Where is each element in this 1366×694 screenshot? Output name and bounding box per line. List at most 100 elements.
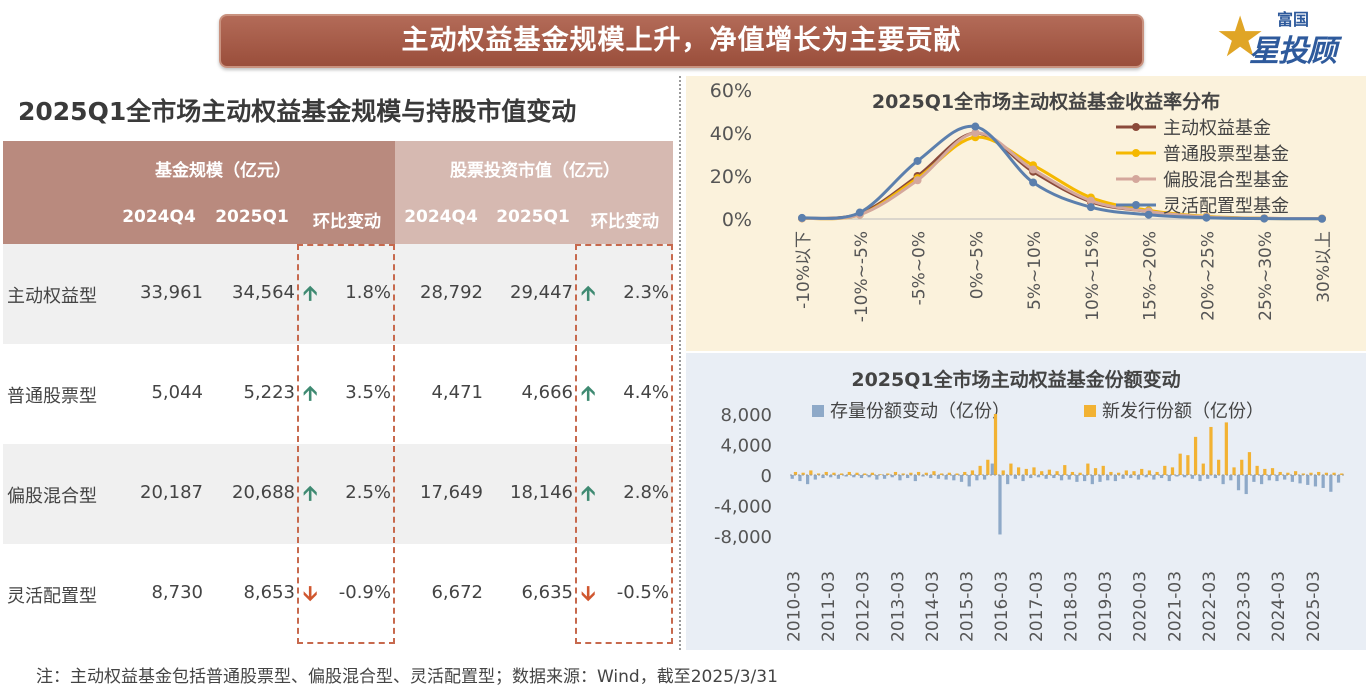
y-tick-label: 0% [722, 209, 752, 231]
bar-existing-share [982, 475, 987, 480]
bar-existing-share [1144, 475, 1148, 478]
bar-new-issue [793, 471, 798, 475]
bar-existing-share [821, 475, 825, 479]
bar-new-issue [1209, 426, 1213, 475]
bar-new-issue [1016, 467, 1021, 475]
bar-new-issue [1070, 471, 1075, 475]
data-point [971, 129, 980, 137]
bar-existing-share [998, 475, 1002, 535]
bar-existing-share [1283, 475, 1287, 480]
value-2025q1: 4,666 [521, 382, 573, 403]
bar-new-issue [916, 471, 921, 475]
size-2025q1: 5,223 [243, 382, 295, 403]
col-header: 2024Q4 [404, 207, 478, 227]
bar-new-issue [1032, 467, 1036, 475]
bar-new-issue [940, 473, 944, 475]
bar-existing-share [929, 475, 933, 479]
legend-marker [1132, 201, 1140, 209]
bar-existing-share [959, 475, 964, 482]
bar-existing-share [844, 475, 848, 477]
return-distribution-panel: 2025Q1全市场主动权益基金收益率分布 0% 20% 40% 60% -10%以下 -10… [686, 76, 1366, 351]
arrow-up-icon: 🡩 [581, 381, 596, 405]
value-2025q1: 18,146 [510, 482, 573, 503]
x-tick-label: 15%~20% [1141, 231, 1161, 321]
bar-existing-share [790, 475, 794, 479]
legend-label: 灵活配置型基金 [1163, 196, 1289, 217]
bar-new-issue [1132, 471, 1136, 475]
bar-existing-share [1044, 475, 1048, 479]
bar-existing-share [1321, 475, 1325, 488]
x-tick-label: -10%~-5% [852, 231, 872, 322]
bar-existing-share [1098, 475, 1102, 482]
data-point [1202, 213, 1211, 222]
bar-new-issue [1047, 469, 1051, 475]
bar-new-issue [1040, 471, 1044, 475]
bar-new-issue [1317, 471, 1321, 475]
value-2024q4: 28,792 [420, 282, 483, 303]
legend-marker [1132, 149, 1140, 157]
bar-new-issue [901, 473, 905, 475]
x-tick-label: 30%以上 [1314, 231, 1334, 303]
return-distribution-chart: 2025Q1全市场主动权益基金收益率分布 0% 20% 40% 60% -10%以下 -10… [710, 80, 1334, 322]
bar-new-issue [993, 414, 998, 475]
value-change: 4.4% [623, 382, 669, 403]
row-label: 普通股票型 [7, 386, 97, 407]
bar-new-issue [947, 472, 951, 475]
bar-existing-share [852, 475, 856, 478]
bar-new-issue [1124, 470, 1128, 475]
data-point [913, 156, 922, 165]
chart-title: 2025Q1全市场主动权益基金份额变动 [851, 368, 1180, 391]
bar-new-issue [1332, 472, 1336, 475]
bar-new-issue [832, 472, 836, 475]
bar-existing-share [1129, 475, 1133, 479]
data-point [1086, 196, 1095, 205]
bar-new-issue [1001, 470, 1005, 475]
bar-existing-share [1167, 475, 1171, 482]
table-row: 普通股票型 5,044 5,223 🡩 3.5% 4,471 4,666 🡩 4.4% [3, 344, 673, 444]
bar-new-issue [1247, 452, 1252, 475]
divider [679, 76, 681, 650]
bar-new-issue [963, 471, 967, 475]
bar-existing-share [1190, 475, 1194, 479]
bar-existing-share [1298, 475, 1302, 484]
bar-existing-share [1229, 475, 1233, 481]
logo-small-text: 富国 [1277, 10, 1310, 29]
x-tick-label: 2021-03 [1165, 571, 1185, 642]
bar-existing-share [1036, 475, 1041, 478]
data-point [1318, 214, 1326, 223]
highlight-box-size-change [297, 244, 395, 644]
y-tick-label: 0 [761, 466, 772, 487]
legend-label: 偏股混合型基金 [1163, 170, 1289, 191]
bar-existing-share [806, 475, 810, 485]
bar-new-issue [1309, 472, 1313, 475]
bar-new-issue [1024, 468, 1028, 475]
x-tick-label: -5%~0% [910, 231, 930, 305]
bar-existing-share [1275, 475, 1279, 482]
bar-new-issue [801, 472, 805, 475]
bar-new-issue [924, 472, 928, 475]
x-tick-label: 2019-03 [1096, 571, 1116, 642]
highlight-box-value-change [575, 244, 673, 644]
bar-new-issue [1086, 463, 1090, 475]
bar-existing-share [975, 475, 979, 481]
legend-label: 普通股票型基金 [1163, 144, 1289, 165]
arrow-up-icon: 🡩 [581, 481, 596, 505]
bar-new-issue [1201, 463, 1205, 475]
col-header: 环比变动 [591, 212, 659, 232]
bar-new-issue [886, 473, 890, 475]
bar-existing-share [1313, 475, 1318, 487]
bar-existing-share [875, 475, 879, 480]
legend-marker [1132, 175, 1140, 183]
col-header: 环比变动 [313, 212, 381, 232]
bar-existing-share [1206, 475, 1210, 479]
bar-existing-share [1259, 475, 1264, 485]
value-2024q4: 17,649 [420, 482, 483, 503]
bar-new-issue [1063, 465, 1067, 475]
x-tick-label: 2015-03 [958, 571, 978, 642]
value-change: 2.8% [623, 482, 669, 503]
bar-existing-share [1075, 475, 1079, 482]
bar-existing-share [1221, 475, 1225, 485]
bar-new-issue [1101, 465, 1105, 475]
bar-existing-share [1329, 475, 1333, 492]
bar-new-issue [1255, 465, 1259, 475]
